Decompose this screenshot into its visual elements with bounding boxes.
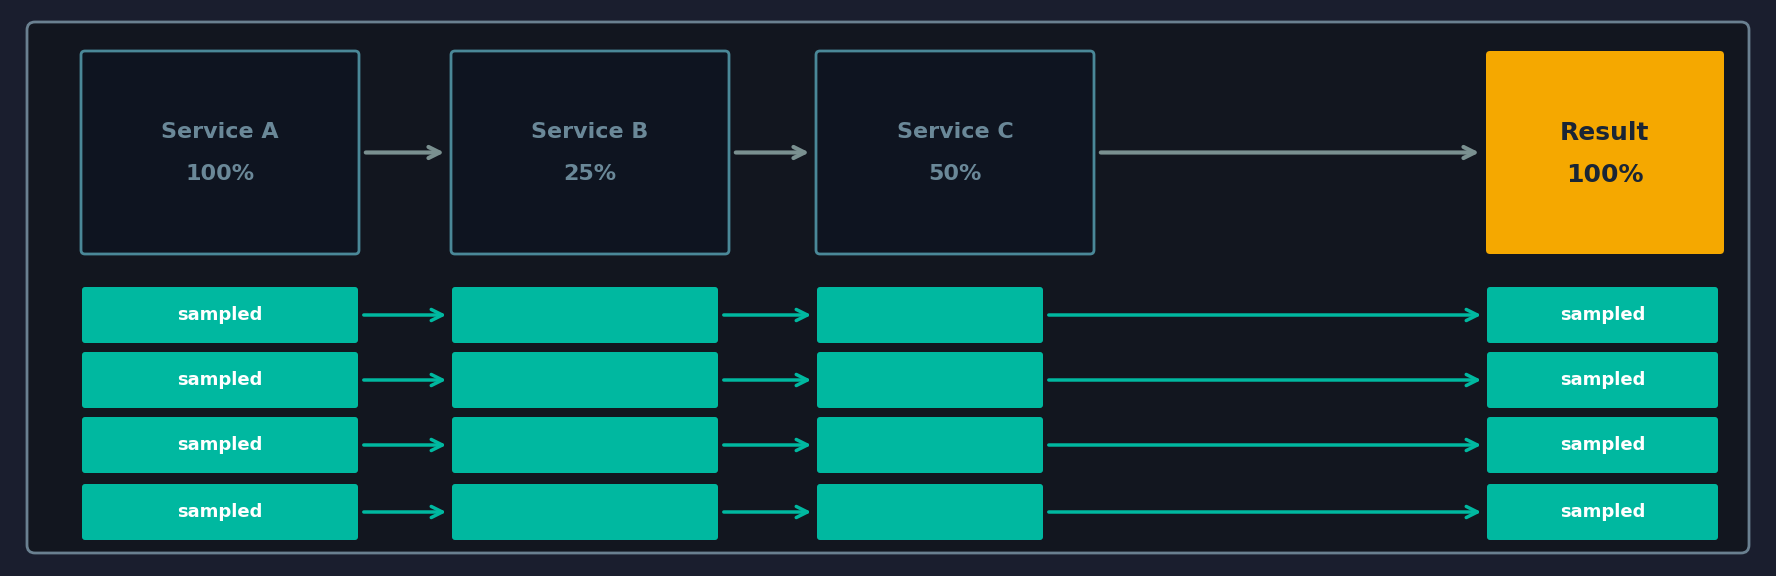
Text: 25%: 25%: [563, 165, 616, 184]
FancyBboxPatch shape: [1487, 352, 1717, 408]
Text: Service B: Service B: [531, 123, 648, 142]
FancyBboxPatch shape: [817, 417, 1043, 473]
FancyBboxPatch shape: [453, 352, 718, 408]
Text: sampled: sampled: [1559, 436, 1645, 454]
Text: Service C: Service C: [897, 123, 1014, 142]
FancyBboxPatch shape: [27, 22, 1749, 553]
FancyBboxPatch shape: [82, 352, 359, 408]
FancyBboxPatch shape: [815, 51, 1094, 254]
FancyBboxPatch shape: [82, 417, 359, 473]
Text: sampled: sampled: [178, 503, 263, 521]
FancyBboxPatch shape: [451, 51, 728, 254]
Text: sampled: sampled: [1559, 503, 1645, 521]
FancyBboxPatch shape: [817, 484, 1043, 540]
FancyBboxPatch shape: [453, 417, 718, 473]
FancyBboxPatch shape: [817, 352, 1043, 408]
Text: sampled: sampled: [1559, 371, 1645, 389]
Text: Service A: Service A: [162, 123, 279, 142]
FancyBboxPatch shape: [1487, 484, 1717, 540]
FancyBboxPatch shape: [1487, 417, 1717, 473]
Text: sampled: sampled: [178, 306, 263, 324]
FancyBboxPatch shape: [453, 484, 718, 540]
FancyBboxPatch shape: [1487, 287, 1717, 343]
FancyBboxPatch shape: [453, 287, 718, 343]
Text: 50%: 50%: [929, 165, 982, 184]
FancyBboxPatch shape: [82, 287, 359, 343]
Text: sampled: sampled: [1559, 306, 1645, 324]
Text: 100%: 100%: [185, 165, 254, 184]
Text: sampled: sampled: [178, 371, 263, 389]
FancyBboxPatch shape: [817, 287, 1043, 343]
Text: sampled: sampled: [178, 436, 263, 454]
FancyBboxPatch shape: [82, 484, 359, 540]
FancyBboxPatch shape: [1487, 51, 1724, 254]
Text: Result: Result: [1561, 120, 1650, 145]
FancyBboxPatch shape: [82, 51, 359, 254]
Text: 100%: 100%: [1566, 162, 1645, 187]
